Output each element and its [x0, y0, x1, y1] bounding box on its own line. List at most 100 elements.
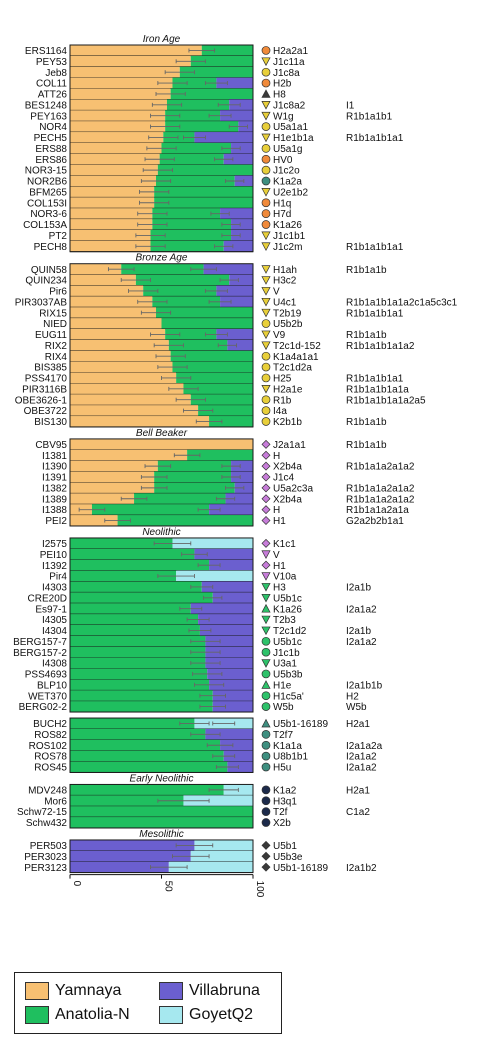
sample-label-bfm265: BFM265 — [29, 187, 67, 198]
mt-marker-eug11 — [261, 330, 271, 340]
sample-label-i4305: I4305 — [42, 615, 67, 626]
mt-haplogroup-i4303: H3 — [273, 583, 286, 594]
group-frame-bell-beaker — [69, 438, 254, 527]
bar-yamnaya-pey53 — [70, 55, 191, 67]
bar-villabruna-per503 — [70, 839, 195, 851]
mt-marker-ros78 — [261, 751, 271, 761]
y-haplogroup-bis130: R1b1a1b — [346, 417, 387, 428]
bar-anatolia-n-att26 — [170, 88, 253, 100]
mt-haplogroup-i4305: T2b3 — [273, 615, 296, 626]
bar-villabruna-pech5 — [194, 132, 253, 143]
sample-label-pey163: PEY163 — [30, 111, 67, 122]
bar-goyetq2-i2575 — [172, 537, 253, 549]
mt-haplogroup-berg157-2: J1c1b — [273, 648, 300, 659]
sample-label-ros82: ROS82 — [34, 730, 67, 741]
sample-label-i1382: I1382 — [42, 483, 67, 494]
bar-anatolia-n-ers88 — [161, 142, 232, 154]
mt-haplogroup-rix4: K1a4a1a1 — [273, 352, 319, 363]
mt-marker-pir4 — [261, 572, 271, 581]
mt-haplogroup-mor6: H3q1 — [273, 796, 297, 807]
sample-label-blp10: BLP10 — [37, 680, 67, 691]
bar-villabruna-per3023 — [70, 850, 191, 862]
bar-anatolia-n-i1381 — [187, 449, 253, 461]
bar-yamnaya-pech5 — [70, 132, 164, 143]
mt-haplogroup-pt2: J1c1b1 — [273, 231, 306, 242]
bar-anatolia-n-schw432 — [70, 817, 253, 828]
sample-label-ros45: ROS45 — [34, 763, 67, 774]
bar-villabruna-pt2 — [231, 229, 253, 241]
bar-villabruna-pss4693 — [207, 668, 253, 680]
bar-anatolia-n-pir3037ab — [152, 296, 221, 308]
sample-label-i1391: I1391 — [42, 473, 67, 484]
bar-villabruna-pir6 — [216, 285, 253, 297]
bar-yamnaya-nied — [70, 318, 162, 329]
mt-haplogroup-ers88: U5a1g — [273, 144, 302, 155]
bar-villabruna-i4303 — [201, 581, 253, 593]
mt-marker-i1389 — [261, 494, 271, 504]
bar-yamnaya-ers86 — [70, 153, 160, 165]
y-haplogroup-bes1248: I1 — [346, 100, 355, 111]
mt-haplogroup-nor3-15: J1c2o — [273, 166, 300, 177]
mt-haplogroup-bis130: K2b1b — [273, 417, 302, 428]
bar-anatolia-n-i1390 — [157, 460, 232, 472]
bar-villabruna-col11 — [216, 77, 253, 89]
x-tick-label-0: 0 — [71, 881, 82, 887]
y-haplogroup-i4304: I2a1b — [346, 626, 371, 637]
sample-label-quin234: QUIN234 — [25, 276, 67, 287]
bar-yamnaya-nor3-6 — [70, 208, 153, 220]
bar-anatolia-n-berg02-2 — [70, 701, 213, 713]
mt-haplogroup-col153i: H1q — [273, 198, 291, 209]
sample-label-jeb8: Jeb8 — [45, 68, 67, 79]
y-haplogroup-i4303: I2a1b — [346, 583, 371, 594]
bar-anatolia-n-nor3-6 — [152, 208, 221, 220]
sample-label-per3023: PER3023 — [24, 852, 67, 863]
mt-marker-i1392 — [261, 560, 271, 570]
mt-marker-pir3037ab — [261, 297, 271, 307]
mt-haplogroup-obe3626-1: R1b — [273, 395, 292, 406]
sample-label-nor4: NOR4 — [39, 122, 67, 133]
sample-label-col11: COL11 — [36, 79, 67, 90]
sample-label-mor6: Mor6 — [44, 796, 67, 807]
mt-marker-pt2 — [261, 231, 271, 241]
mt-haplogroup-obe3722: I4a — [273, 406, 287, 417]
sample-label-berg157-2: BERG157-2 — [13, 648, 67, 659]
bar-villabruna-berg157-2 — [205, 646, 253, 658]
sample-label-pech5: PECH5 — [34, 133, 68, 144]
legend-swatch-anatolia-n — [25, 1006, 49, 1024]
mt-haplogroup-ros82: T2f7 — [273, 730, 293, 741]
y-haplogroup-pir3116b: R1b1a1b1a1a — [346, 384, 409, 395]
bar-villabruna-pir3037ab — [220, 296, 253, 308]
sample-label-obe3722: OBE3722 — [24, 406, 68, 417]
bar-anatolia-n-i1391 — [154, 471, 232, 483]
mt-haplogroup-bis385: T2c1d2a — [273, 363, 312, 374]
y-haplogroup-wet370: H2 — [346, 691, 359, 702]
y-haplogroup-ros78: I2a1a2 — [346, 752, 377, 763]
sample-label-bes1248: BES1248 — [25, 100, 68, 111]
y-haplogroup-buch2: H2a1 — [346, 719, 370, 730]
y-haplogroup-i1389: R1b1a1a2a1a2 — [346, 494, 415, 505]
mt-haplogroup-quin58: H1ah — [273, 265, 297, 276]
bar-villabruna-pey163 — [220, 110, 253, 122]
bar-anatolia-n-pir6 — [143, 285, 217, 297]
bar-anatolia-n-rix2 — [168, 339, 228, 351]
bar-villabruna-nor3-6 — [220, 208, 253, 220]
sample-label-mdv248: MDV248 — [28, 785, 67, 796]
bar-anatolia-n-nied — [161, 318, 253, 329]
sample-label-i1388: I1388 — [42, 505, 67, 516]
mt-haplogroup-nor3-6: H7d — [273, 209, 291, 220]
y-haplogroup-mdv248: H2a1 — [346, 785, 370, 796]
bar-anatolia-n-bis385 — [172, 361, 253, 373]
mt-haplogroup-bes1248: J1c8a2 — [273, 100, 306, 111]
bar-villabruna-ros45 — [227, 761, 253, 773]
bar-villabruna-i4304 — [199, 625, 253, 636]
bar-anatolia-n-mor6 — [70, 795, 184, 807]
mt-marker-ros102 — [261, 740, 271, 750]
bar-yamnaya-att26 — [70, 88, 171, 100]
bar-goyetq2-per3123 — [168, 861, 253, 873]
y-haplogroup-berg02-2: W5b — [346, 702, 367, 713]
mt-marker-nor3-6 — [261, 209, 271, 218]
bar-villabruna-eug11 — [216, 329, 253, 340]
mt-haplogroup-pir3037ab: U4c1 — [273, 297, 297, 308]
bar-anatolia-n-pey53 — [190, 55, 253, 67]
